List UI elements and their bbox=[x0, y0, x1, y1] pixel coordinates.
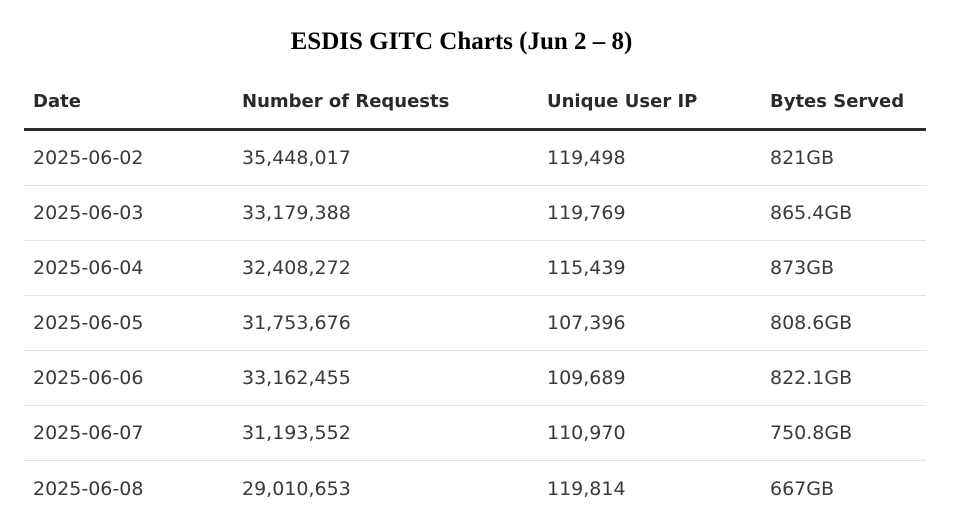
unique-ip-cell: 110,970 bbox=[547, 422, 626, 444]
unique-ip-cell: 107,396 bbox=[547, 312, 626, 334]
table-row: 2025-06-03 33,179,388 119,769 865.4GB bbox=[24, 186, 926, 241]
table-row: 2025-06-07 31,193,552 110,970 750.8GB bbox=[24, 406, 926, 461]
table-row: 2025-06-04 32,408,272 115,439 873GB bbox=[24, 241, 926, 296]
bytes-served-cell: 750.8GB bbox=[770, 422, 853, 444]
date-cell: 2025-06-03 bbox=[33, 202, 144, 224]
bytes-served-cell: 822.1GB bbox=[770, 367, 853, 389]
bytes-served-cell: 808.6GB bbox=[770, 312, 853, 334]
table-row: 2025-06-05 31,753,676 107,396 808.6GB bbox=[24, 296, 926, 351]
requests-cell: 31,193,552 bbox=[242, 422, 351, 444]
column-header-bytes-served: Bytes Served bbox=[770, 91, 905, 112]
date-cell: 2025-06-05 bbox=[33, 312, 144, 334]
bytes-served-cell: 865.4GB bbox=[770, 202, 853, 224]
date-cell: 2025-06-06 bbox=[33, 367, 144, 389]
column-header-date: Date bbox=[33, 91, 81, 112]
table-row: 2025-06-02 35,448,017 119,498 821GB bbox=[24, 131, 926, 186]
requests-cell: 35,448,017 bbox=[242, 147, 351, 169]
date-cell: 2025-06-02 bbox=[33, 147, 144, 169]
unique-ip-cell: 109,689 bbox=[547, 367, 626, 389]
unique-ip-cell: 119,769 bbox=[547, 202, 626, 224]
unique-ip-cell: 119,814 bbox=[547, 477, 626, 500]
bytes-served-cell: 821GB bbox=[770, 147, 835, 169]
data-table: Date Number of Requests Unique User IP B… bbox=[24, 75, 926, 516]
requests-cell: 31,753,676 bbox=[242, 312, 351, 334]
column-header-unique-ip: Unique User IP bbox=[547, 91, 698, 112]
page-title: ESDIS GITC Charts (Jun 2 – 8) bbox=[290, 28, 633, 55]
unique-ip-cell: 119,498 bbox=[547, 147, 626, 169]
bytes-served-cell: 667GB bbox=[770, 477, 835, 500]
requests-cell: 29,010,653 bbox=[242, 477, 351, 500]
date-cell: 2025-06-07 bbox=[33, 422, 144, 444]
requests-cell: 33,162,455 bbox=[242, 367, 351, 389]
unique-ip-cell: 115,439 bbox=[547, 257, 626, 279]
date-cell: 2025-06-08 bbox=[33, 477, 144, 500]
table-row: 2025-06-06 33,162,455 109,689 822.1GB bbox=[24, 351, 926, 406]
requests-cell: 33,179,388 bbox=[242, 202, 351, 224]
table-row: 2025-06-08 29,010,653 119,814 667GB bbox=[24, 461, 926, 516]
requests-cell: 32,408,272 bbox=[242, 257, 351, 279]
bytes-served-cell: 873GB bbox=[770, 257, 835, 279]
table-header-row: Date Number of Requests Unique User IP B… bbox=[24, 75, 926, 131]
date-cell: 2025-06-04 bbox=[33, 257, 144, 279]
column-header-requests: Number of Requests bbox=[242, 91, 450, 112]
